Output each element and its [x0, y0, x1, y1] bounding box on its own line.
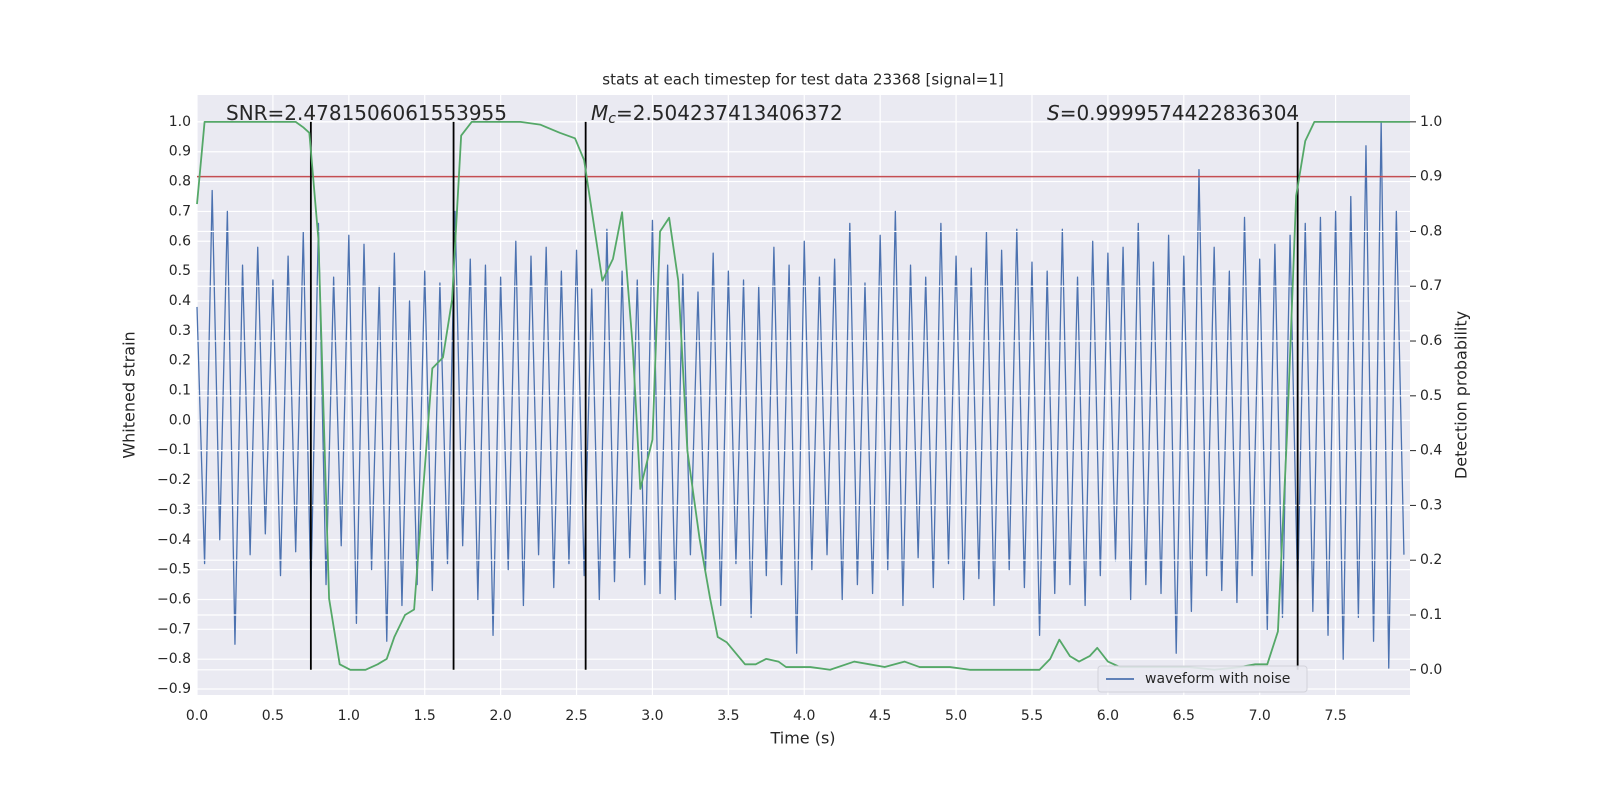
y-tick-label: −0.4: [157, 532, 191, 548]
annotation-symbol: S: [1047, 101, 1060, 125]
y-tick-label: 1.0: [169, 114, 191, 130]
y2-tick-label: 0.8: [1420, 223, 1442, 239]
y-tick-label: −0.5: [157, 562, 191, 578]
y2-tick-label: 1.0: [1420, 114, 1442, 130]
annotation-text: SNR=2.4781506061553955: [226, 101, 507, 125]
annotation-subscript: c: [608, 111, 616, 127]
plot-area: [197, 95, 1410, 695]
y-tick-label: 0.2: [169, 353, 191, 369]
annotation: S=0.9999574422836304: [1047, 101, 1299, 125]
x-tick-label: 0.5: [262, 708, 284, 724]
y-tick-label: −0.7: [157, 621, 191, 637]
annotation: Mc=2.504237413406372: [591, 101, 843, 128]
legend-label: waveform with noise: [1145, 671, 1290, 687]
y-tick-label: 0.9: [169, 144, 191, 160]
y2-axis-label: Detection probability: [1452, 311, 1471, 479]
y2-tick-label: 0.3: [1420, 497, 1442, 513]
legend-box: [1097, 665, 1308, 693]
annotation-symbol: M: [591, 101, 608, 125]
y-tick-label: −0.2: [157, 472, 191, 488]
y-tick-label: −0.8: [157, 651, 191, 667]
probability-line: [196, 120, 1410, 671]
x-tick-label: 2.5: [565, 708, 587, 724]
y-tick-label: −0.1: [157, 442, 191, 458]
y-tick-label: 0.5: [169, 263, 191, 279]
waveform-line: [196, 121, 1405, 669]
x-axis-label: Time (s): [769, 729, 835, 748]
y-tick-label: 0.1: [169, 383, 191, 399]
chart-title: stats at each timestep for test data 233…: [602, 71, 1003, 89]
x-tick-label: 5.5: [1021, 708, 1043, 724]
y-axis-label: Whitened strain: [120, 331, 139, 458]
y2-tick-label: 0.5: [1420, 388, 1442, 404]
x-tick-label: 1.5: [414, 708, 436, 724]
x-tick-label: 2.0: [489, 708, 511, 724]
x-tick-label: 5.0: [945, 708, 967, 724]
y-tick-label: 0.6: [169, 233, 191, 249]
x-tick-label: 7.5: [1324, 708, 1346, 724]
annotation: SNR=2.4781506061553955: [226, 101, 507, 125]
y-tick-label: 0.7: [169, 203, 191, 219]
y2-tick-label: 0.0: [1420, 662, 1442, 678]
x-tick-label: 3.5: [717, 708, 739, 724]
annotation-text: =0.9999574422836304: [1060, 101, 1299, 125]
y2-tick-label: 0.9: [1420, 169, 1442, 185]
x-tick-label: 1.0: [338, 708, 360, 724]
x-tick-label: 0.0: [186, 708, 208, 724]
y-tick-label: 0.4: [169, 293, 191, 309]
annotation-text: =2.504237413406372: [616, 101, 843, 125]
y-tick-label: 0.3: [169, 323, 191, 339]
x-tick-label: 3.0: [641, 708, 663, 724]
y2-tick-label: 0.1: [1420, 607, 1442, 623]
x-tick-label: 6.0: [1097, 708, 1119, 724]
x-tick-label: 4.0: [793, 708, 815, 724]
y-tick-label: −0.3: [157, 502, 191, 518]
y-tick-label: −0.9: [157, 681, 191, 697]
y2-tick-label: 0.7: [1420, 278, 1442, 294]
y2-tick-label: 0.4: [1420, 443, 1442, 459]
y2-tick-label: 0.2: [1420, 552, 1442, 568]
y-tick-label: 0.0: [169, 412, 191, 428]
x-tick-label: 6.5: [1173, 708, 1195, 724]
y-tick-label: 0.8: [169, 174, 191, 190]
y-tick-label: −0.6: [157, 591, 191, 607]
y2-tick-label: 0.6: [1420, 333, 1442, 349]
x-tick-label: 7.0: [1249, 708, 1271, 724]
x-tick-label: 4.5: [869, 708, 891, 724]
